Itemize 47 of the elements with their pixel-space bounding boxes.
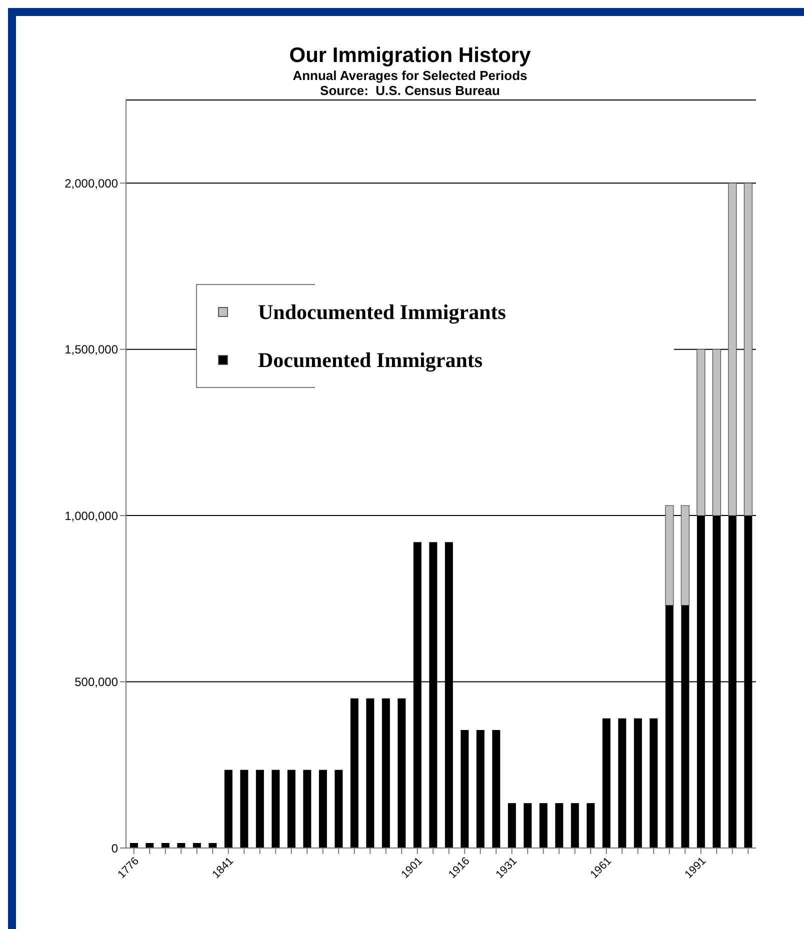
bar [650,718,658,848]
bar [161,843,170,848]
bar [460,730,469,848]
bar [586,803,595,848]
y-tick-label: 0 [111,841,118,856]
bar [334,770,343,848]
bar [350,698,358,848]
bar [524,803,532,848]
bar [665,505,674,606]
bar [224,770,232,848]
bar [634,718,642,848]
y-tick-label: 2,000,000 [64,176,118,190]
chart-title: Our Immigration History [288,44,532,68]
bar [618,718,626,848]
bar [366,698,374,848]
bar [476,730,484,848]
bar [539,803,548,848]
bar [287,770,296,848]
bar [382,698,390,848]
chart-subtitle: Annual Averages for Selected Periods [292,68,528,83]
bar [256,770,264,848]
source-note: Source: U.S. Census Bureau [319,83,501,98]
legend-label: Documented Immigrants [258,348,483,372]
bar [398,698,406,848]
bar [208,843,217,848]
bar [492,730,500,848]
bar [177,843,186,848]
y-tick-label: 1,500,000 [64,342,118,357]
y-tick-label: 500,000 [74,675,118,690]
bar [146,843,154,848]
bar [696,349,706,516]
y-tick-label: 1,000,000 [64,508,118,523]
bar [728,182,737,516]
bar [712,349,721,516]
bar [680,505,690,606]
bar [240,770,248,848]
bar [192,843,201,848]
bar [744,182,752,516]
bar [318,770,327,848]
legend-label: Undocumented Immigrants [258,300,506,324]
bar [570,803,579,848]
bar [555,803,564,848]
bar [272,770,280,848]
bar [303,770,312,848]
bar [130,843,138,848]
bar [508,803,516,848]
bar [602,718,610,848]
